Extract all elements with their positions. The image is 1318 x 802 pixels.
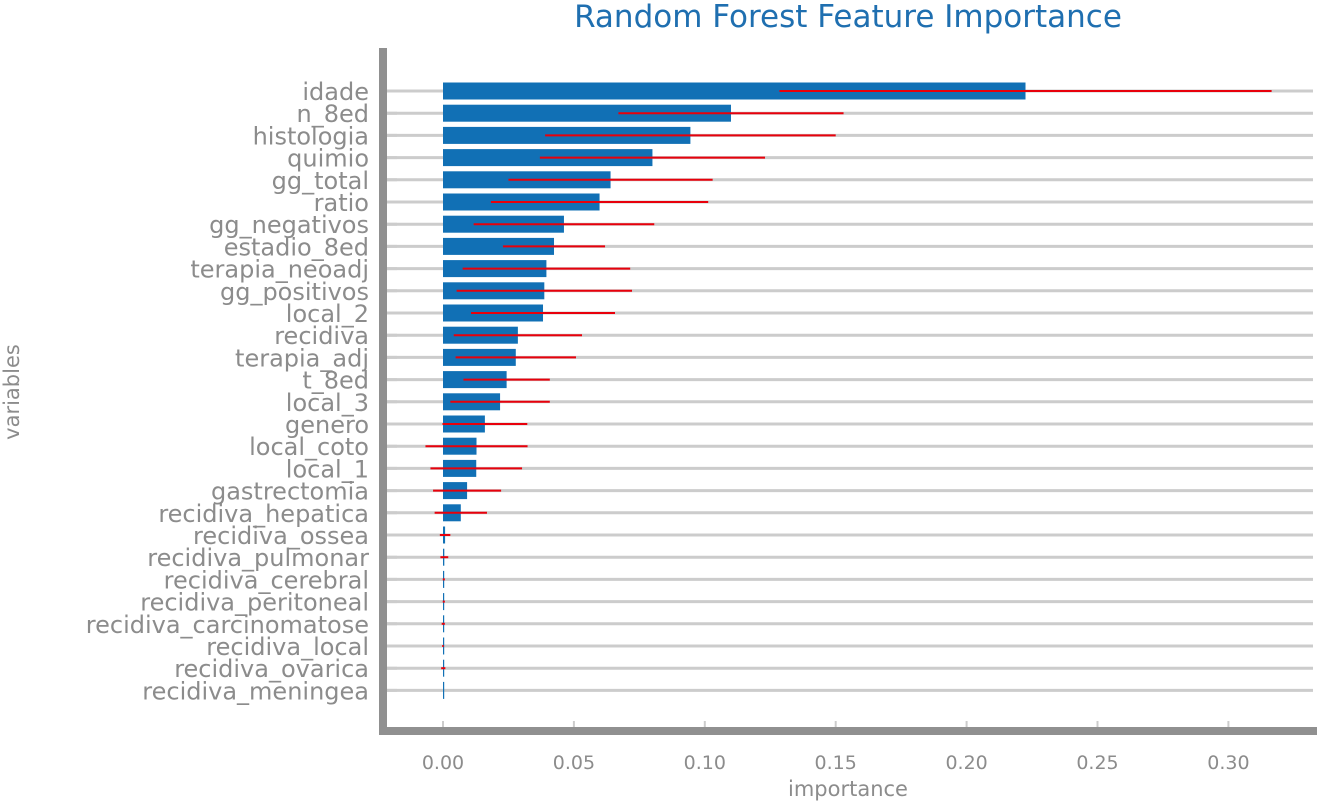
x-tick-label: 0.05 — [553, 752, 595, 774]
category-label: ratio — [314, 189, 369, 217]
y-axis-line — [379, 48, 387, 734]
category-label: recidiva_pulmonar — [147, 544, 369, 572]
bar — [443, 681, 445, 699]
category-label: recidiva_ovarica — [174, 655, 369, 683]
category-label: n_8ed — [297, 100, 369, 128]
category-label: recidiva_local — [206, 633, 369, 661]
bar — [443, 104, 731, 122]
bars — [443, 82, 1026, 699]
x-tick-label: 0.30 — [1207, 752, 1249, 774]
x-tick-label: 0.20 — [945, 752, 987, 774]
bar — [443, 82, 1026, 100]
chart-title: Random Forest Feature Importance — [574, 0, 1122, 35]
x-axis-line — [379, 727, 1317, 735]
category-label: estadio_8ed — [224, 233, 369, 261]
category-label: recidiva_peritoneal — [140, 589, 369, 617]
error-bars — [425, 90, 1272, 670]
category-labels: idaden_8edhistologiaquimiogg_totalratiog… — [86, 78, 369, 705]
category-label: local_3 — [286, 389, 369, 417]
x-tick-label: 0.10 — [684, 752, 726, 774]
category-label: quimio — [287, 145, 369, 173]
category-label: recidiva_meningea — [142, 677, 369, 705]
x-ticks: 0.00 0.05 0.10 0.15 0.20 0.25 0.30 — [422, 721, 1250, 774]
gridlines — [379, 89, 1313, 692]
x-tick-label: 0.25 — [1076, 752, 1118, 774]
category-label: gg_total — [272, 167, 369, 195]
x-axis-title: importance — [788, 777, 908, 801]
category-label: local_1 — [286, 455, 369, 483]
category-label: recidiva_ossea — [193, 522, 369, 550]
x-tick-label: 0.00 — [422, 752, 464, 774]
category-label: genero — [285, 411, 369, 439]
category-label: gg_negativos — [209, 211, 369, 239]
category-label: terapia_neoadj — [190, 256, 369, 284]
category-label: recidiva — [274, 322, 369, 350]
category-label: histologia — [253, 122, 369, 150]
category-label: recidiva_hepatica — [158, 500, 369, 528]
category-label: gg_positivos — [220, 278, 369, 306]
category-label: idade — [302, 78, 369, 106]
category-label: gastrectomia — [211, 478, 369, 506]
category-label: recidiva_cerebral — [164, 566, 369, 594]
category-label: local_coto — [249, 433, 369, 461]
category-label: local_2 — [286, 300, 369, 328]
category-label: recidiva_carcinomatose — [86, 611, 369, 639]
y-axis-title: variables — [0, 344, 24, 440]
x-tick-label: 0.15 — [815, 752, 857, 774]
category-label: t_8ed — [302, 367, 369, 395]
bar — [443, 237, 555, 255]
category-label: terapia_adj — [235, 344, 369, 372]
